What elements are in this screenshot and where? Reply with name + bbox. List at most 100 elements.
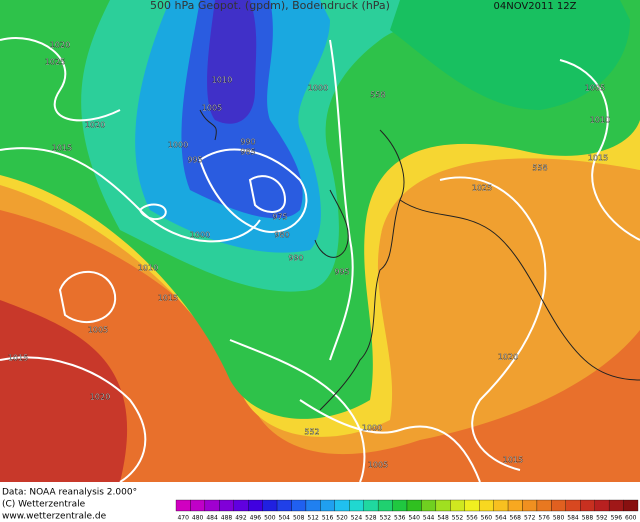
colorbar-swatch [175, 499, 191, 512]
contour-label: 1005 [88, 326, 108, 335]
contour-label: 558 [532, 164, 547, 173]
colorbar-swatch [608, 499, 624, 512]
contour-label: 990 [288, 254, 303, 263]
contour-label: 552 [304, 428, 319, 437]
colorbar-swatch [276, 499, 292, 512]
colorbar-swatch [479, 499, 494, 512]
map-date: 04NOV2011 12Z [494, 1, 577, 12]
contour-label: 558 [370, 91, 385, 100]
colorbar-swatch [580, 499, 595, 512]
colorbar-swatch [551, 499, 566, 512]
colorbar-label: 556 [466, 515, 478, 522]
contour-label: 985 [240, 148, 255, 157]
colorbar-swatch [291, 499, 307, 512]
colorbar-swatch [349, 499, 364, 512]
colorbar-label: 584 [567, 515, 579, 522]
colorbar-swatch [204, 499, 220, 512]
contour-label: 975 [272, 213, 287, 222]
contour-label: 1000 [308, 84, 328, 93]
colorbar-label: 596 [611, 515, 623, 522]
colorbar-swatch [334, 499, 350, 512]
contour-label: 980 [274, 231, 289, 240]
contour-label: 1015 [8, 354, 28, 363]
colorbar-label: 524 [351, 515, 363, 522]
colorbar-swatch [248, 499, 263, 512]
contour-label: 1015 [588, 154, 608, 163]
copyright: (C) Wetterzentrale [2, 500, 86, 510]
colorbar-swatch [536, 499, 552, 512]
colorbar-label: 532 [380, 515, 392, 522]
contour-label: 1010 [138, 264, 158, 273]
contour-label: 1015 [158, 294, 178, 303]
colorbar-label: 484 [206, 515, 218, 522]
colorbar-swatch [305, 499, 321, 512]
contour-label: 1015 [503, 456, 523, 465]
colorbar-label: 548 [437, 515, 449, 522]
colorbar-swatch [233, 499, 249, 512]
colorbar-swatch [507, 499, 523, 512]
colorbar-label: 600 [625, 515, 637, 522]
contour-label: 1025 [45, 58, 65, 67]
colorbar-swatch [464, 499, 480, 512]
contour-label: 1005 [202, 104, 222, 113]
colorbar-label: 504 [279, 515, 291, 522]
colorbar-label: 588 [582, 515, 594, 522]
colorbar-label: 480 [192, 515, 204, 522]
colorbar-label: 536 [394, 515, 406, 522]
contour-label: 1005 [585, 84, 605, 93]
contour-label: 1010 [212, 76, 232, 85]
colorbar-label: 520 [336, 515, 348, 522]
colorbar-swatch [493, 499, 509, 512]
colorbar-label: 540 [408, 515, 420, 522]
colorbar-label: 516 [322, 515, 334, 522]
colorbar-label: 492 [235, 515, 247, 522]
colorbar-swatch [421, 499, 437, 512]
colorbar-label: 552 [452, 515, 464, 522]
contour-label: 1025 [472, 184, 492, 193]
map-field [0, 0, 640, 482]
colorbar-swatch [435, 499, 451, 512]
contour-label: 1020 [498, 353, 518, 362]
map-title: 500 hPa Geopot. (gpdm), Bodendruck (hPa) [150, 0, 390, 12]
colorbar-swatch [594, 499, 610, 512]
colorbar-label: 470 [177, 515, 189, 522]
colorbar-swatch [623, 499, 639, 512]
colorbar-swatch [565, 499, 581, 512]
colorbar-label: 544 [423, 515, 435, 522]
colorbar-swatch [392, 499, 408, 512]
colorbar-label: 592 [596, 515, 608, 522]
colorbar-label: 508 [293, 515, 305, 522]
contour-label: 1000 [362, 424, 382, 433]
contour-label: 1015 [52, 144, 72, 153]
colorbar-swatch [190, 499, 206, 512]
website-url: www.wetterzentrale.de [2, 512, 107, 522]
colorbar-label: 512 [307, 515, 319, 522]
colorbar-label: 564 [495, 515, 507, 522]
colorbar-label: 576 [538, 515, 550, 522]
data-source: Data: NOAA reanalysis 2.000° [2, 488, 137, 498]
contour-label: 1000 [168, 141, 188, 150]
contour-label: 1010 [590, 116, 610, 125]
colorbar-swatch [406, 499, 422, 512]
colorbar-swatch [262, 499, 278, 512]
colorbar-label: 500 [264, 515, 276, 522]
colorbar-label: 568 [510, 515, 522, 522]
contour-label: 995 [187, 156, 202, 165]
colorbar-swatch [450, 499, 465, 512]
colorbar-label: 560 [481, 515, 493, 522]
colorbar-swatch [219, 499, 234, 512]
contour-label: 1000 [190, 231, 210, 240]
contour-label: 995 [334, 268, 349, 277]
contour-label: 1020 [90, 393, 110, 402]
colorbar-swatch [522, 499, 538, 512]
colorbar-swatch [363, 499, 379, 512]
colorbar-swatch [320, 499, 335, 512]
contour-label: 1020 [50, 41, 70, 50]
contour-label: 1020 [85, 121, 105, 130]
colorbar-label: 580 [553, 515, 565, 522]
colorbar-swatch [377, 499, 393, 512]
colorbar-label: 488 [221, 515, 233, 522]
colorbar-label: 572 [524, 515, 536, 522]
colorbar-label: 496 [250, 515, 262, 522]
